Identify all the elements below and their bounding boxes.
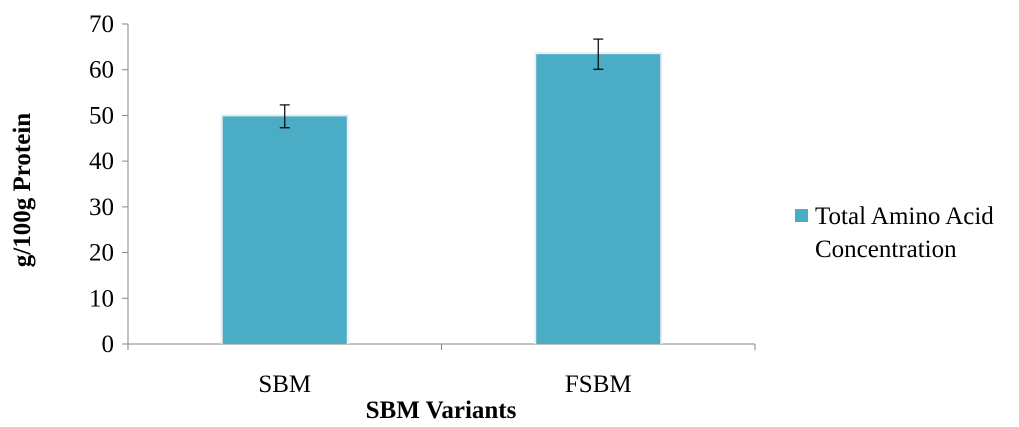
y-tick-label: 30 [89,194,114,221]
error-bars [279,38,604,129]
y-tick-label: 10 [89,285,114,312]
x-axis-title: SBM Variants [366,397,517,424]
legend: Total Amino Acid Concentration [795,200,1019,266]
x-axis: SBM FSBM [127,343,756,398]
legend-swatch [795,209,808,222]
bar-fsbm [536,54,661,345]
y-tick-label: 20 [89,240,114,267]
y-tick-label: 70 [89,11,114,38]
x-tick-label: FSBM [565,371,632,398]
bars [220,52,663,345]
y-tick-label: 40 [89,148,114,175]
y-tick-label: 60 [89,57,114,84]
bar-sbm [222,116,347,344]
y-axis: 0 10 20 30 40 50 60 70 [89,11,129,358]
x-tick-label: SBM [258,371,311,398]
y-tick-label: 0 [102,331,115,358]
y-tick-label: 50 [89,102,114,129]
y-axis-title: g/100g Protein [9,113,36,267]
legend-label: Total Amino Acid Concentration [815,203,994,263]
